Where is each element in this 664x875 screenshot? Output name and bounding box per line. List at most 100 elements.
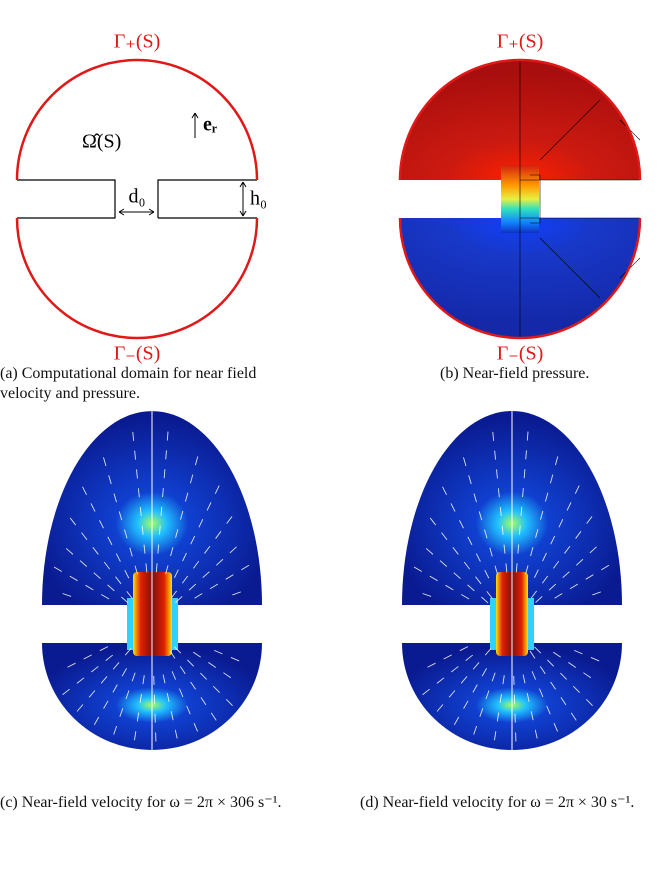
velocity-arrow (186, 705, 191, 715)
velocity-arrow (82, 486, 87, 496)
velocity-arrow (185, 492, 189, 502)
velocity-arrow (530, 711, 534, 721)
velocity-arrow (586, 516, 593, 524)
velocity-arrow (422, 593, 432, 597)
caption-a: (a) Computational domain for near field … (0, 365, 257, 402)
velocity-arrow (76, 677, 85, 684)
velocity-arrow (520, 506, 523, 516)
velocity-arrow (562, 571, 570, 579)
velocity-arrow (566, 502, 572, 511)
velocity-arrow (69, 517, 77, 526)
velocity-arrow (553, 722, 558, 732)
velocity-arrow (67, 662, 76, 668)
velocity-arrow (223, 672, 232, 679)
velocity-arrow (232, 591, 242, 596)
velocity-arrow (575, 531, 582, 539)
slit-left (401, 180, 501, 218)
velocity-arrow (88, 690, 96, 698)
velocity-arrow (145, 563, 148, 573)
velocity-arrow (198, 519, 204, 528)
velocity-arrow (451, 666, 459, 673)
caption-c: (c) Near-field velocity for ω = 2π × 306… (0, 794, 282, 811)
velocity-arrow (215, 558, 224, 566)
velocity-arrow (139, 693, 142, 703)
velocity-arrow (572, 685, 580, 693)
gamma-plus: Γ₊(S) (114, 31, 161, 53)
h0-label: h₀ (250, 188, 267, 210)
velocity-arrow (501, 525, 504, 535)
velocity-arrow (568, 662, 576, 668)
velocity-arrow (158, 525, 161, 535)
velocity-arrow (491, 672, 496, 682)
velocity-arrow (525, 450, 527, 460)
velocity-arrow (194, 593, 203, 599)
velocity-arrow (134, 565, 138, 575)
velocity-arrow (535, 529, 539, 538)
velocity-arrow (497, 488, 500, 498)
velocity-arrow (115, 576, 122, 585)
velocity-arrow (425, 548, 434, 555)
velocity-arrow (162, 674, 166, 684)
velocity-arrow (467, 584, 475, 592)
velocity-arrow (515, 563, 518, 573)
velocity-arrow (107, 584, 115, 592)
velocity-arrow (62, 688, 70, 696)
velocity-arrow (178, 688, 184, 698)
velocity-arrow (103, 457, 107, 467)
velocity-arrow (590, 657, 600, 662)
velocity-arrow (85, 584, 94, 591)
velocity-arrow (155, 563, 158, 573)
velocity-arrow (175, 596, 183, 603)
velocity-arrow (450, 503, 456, 512)
velocity-arrow (575, 558, 584, 566)
velocity-arrow (505, 563, 508, 573)
velocity-arrow (523, 469, 526, 479)
velocity-arrow (601, 564, 610, 571)
velocity-arrow (592, 591, 602, 596)
velocity-arrow (549, 474, 554, 484)
velocity-arrow (53, 566, 63, 572)
caption-d: (d) Near-field velocity for ω = 2π × 30 … (360, 794, 635, 811)
velocity-arrow (174, 729, 178, 739)
domain-label: Ω̂(S) (82, 131, 121, 153)
velocity-arrow (83, 654, 92, 660)
velocity-arrow (475, 553, 481, 562)
velocity-arrow (101, 594, 110, 600)
velocity-arrow (190, 535, 196, 545)
velocity-arrow (93, 572, 101, 579)
velocity-arrow (473, 493, 477, 503)
velocity-arrow (427, 662, 436, 668)
velocity-arrow (558, 519, 564, 528)
velocity-arrow (540, 510, 544, 520)
velocity-arrow (210, 712, 217, 721)
velocity-arrow (472, 662, 480, 670)
velocity-arrow (489, 547, 493, 557)
bottom-boundary (15, 217, 259, 340)
velocity-arrow (589, 546, 597, 554)
velocity-arrow (453, 572, 461, 579)
velocity-arrow (118, 511, 123, 521)
velocity-arrow (585, 698, 593, 707)
velocity-arrow (475, 576, 482, 585)
velocity-arrow (189, 474, 194, 484)
velocity-arrow (162, 487, 164, 498)
velocity-arrow (472, 684, 478, 693)
velocity-arrow (564, 545, 571, 554)
velocity-arrow (499, 693, 502, 703)
gamma-minus: Γ₋(S) (497, 343, 544, 365)
velocity-arrow (103, 561, 111, 570)
velocity-arrow (91, 666, 99, 673)
velocity-arrow (429, 517, 437, 526)
velocity-arrow (481, 596, 489, 604)
velocity-arrow (108, 475, 112, 485)
velocity-arrow (113, 725, 118, 735)
velocity-arrow (93, 716, 100, 726)
velocity-arrow (548, 583, 557, 591)
velocity-arrow (141, 525, 144, 535)
velocity-arrow (212, 685, 220, 693)
velocity-arrow (413, 566, 423, 572)
velocity-arrow (225, 698, 233, 707)
velocity-arrow (499, 506, 502, 517)
velocity-arrow (496, 469, 498, 479)
